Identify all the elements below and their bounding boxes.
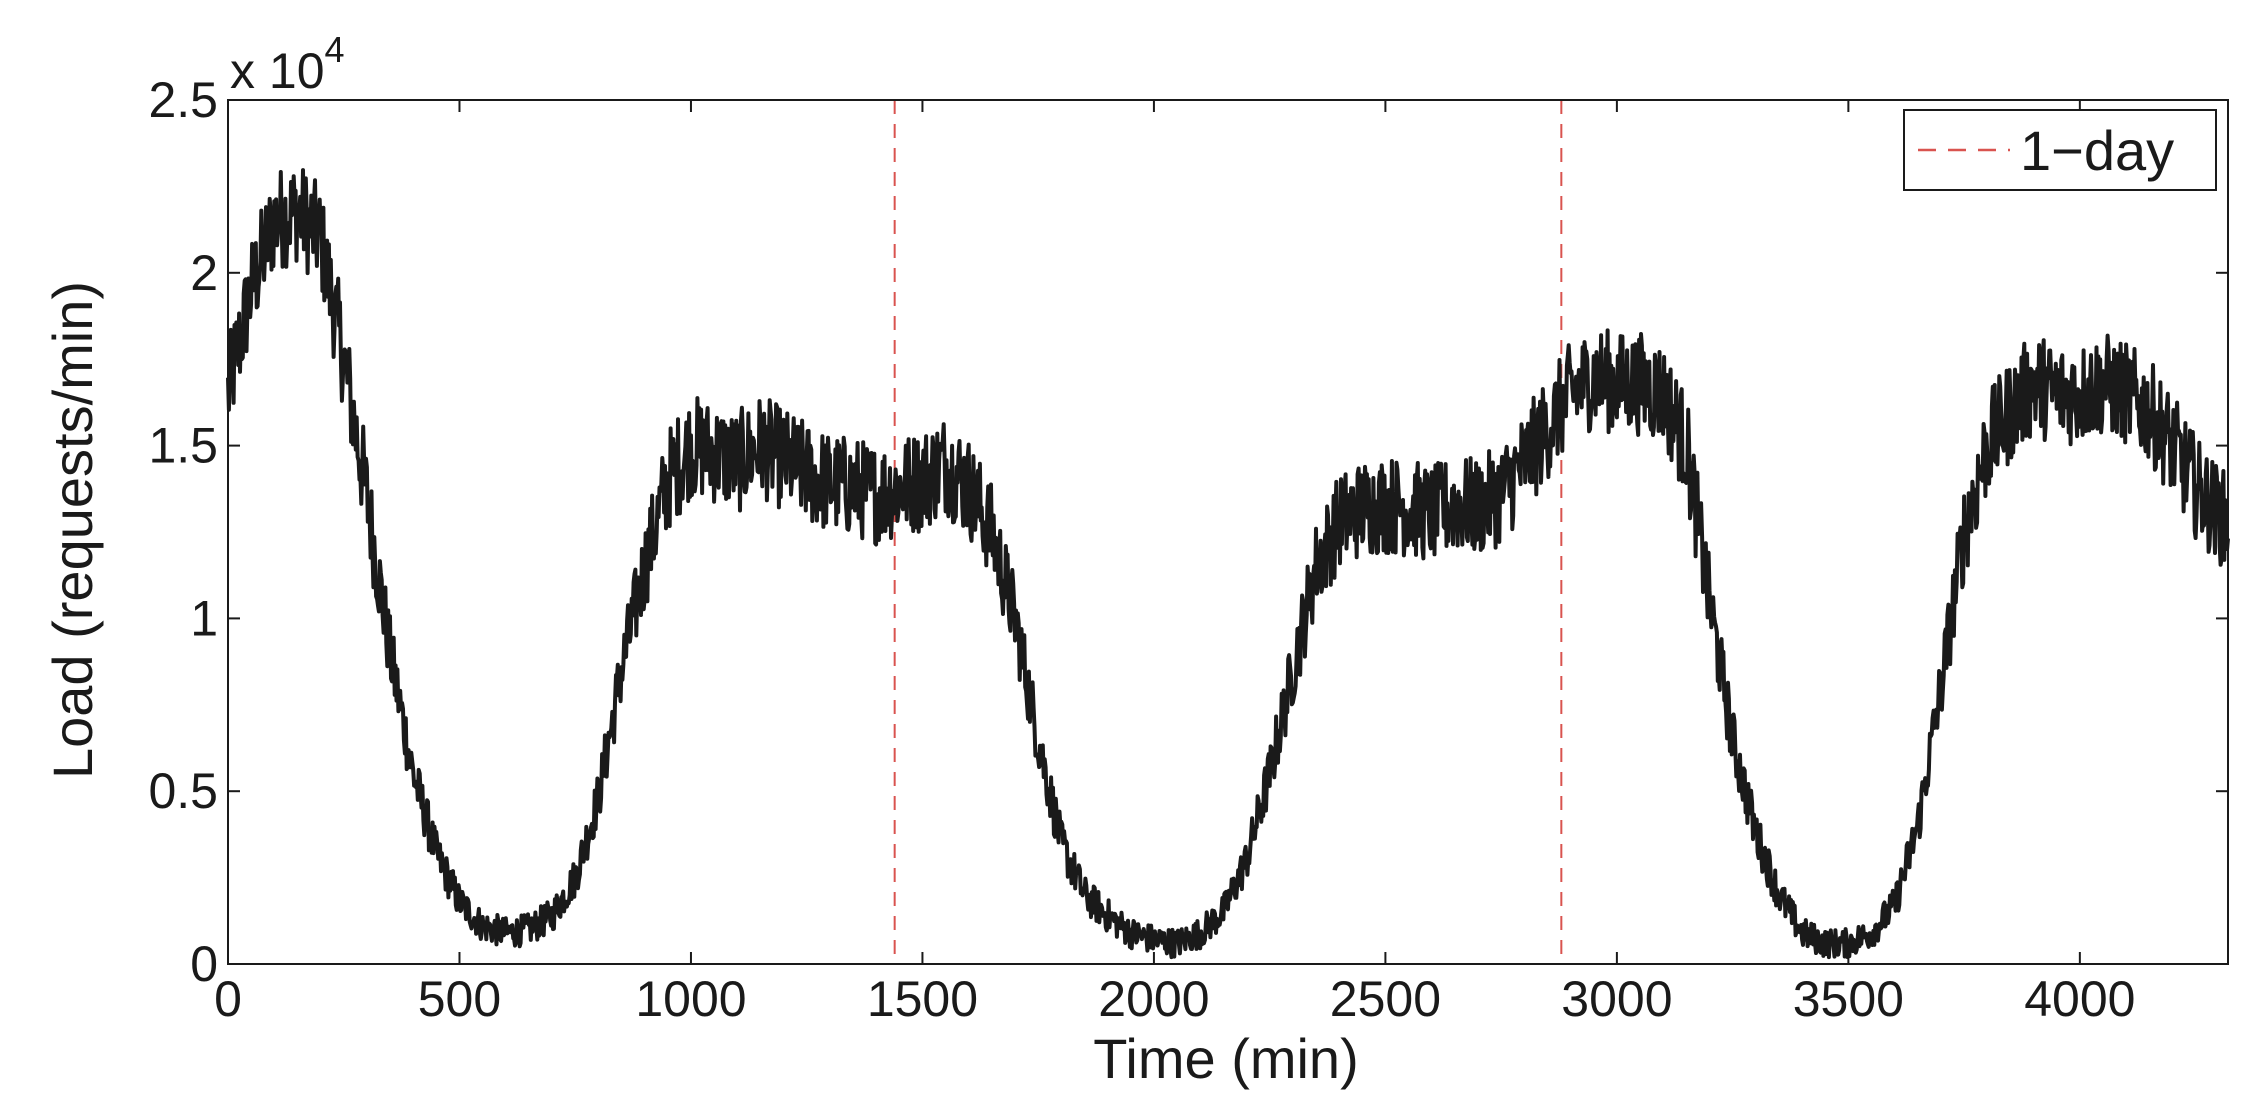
x-axis-label: Time (min) — [1093, 1027, 1358, 1090]
tick-layer: 0 500 1000 1500 2000 2500 3000 3500 4000 0 0.5 1 1.5… — [148, 72, 2228, 1027]
x-tick-label: 1500 — [867, 971, 978, 1027]
y-tick-label: 1.5 — [148, 418, 218, 474]
x-tick-label: 3000 — [1561, 971, 1672, 1027]
y-tick-label: 0 — [190, 936, 218, 992]
plot-frame — [227, 99, 2229, 965]
load-series-line — [226, 168, 2230, 960]
y-exponent-power: 4 — [325, 29, 345, 70]
legend: 1−day — [1903, 109, 2217, 191]
series-layer — [226, 100, 2230, 964]
x-tick-label: 500 — [418, 971, 501, 1027]
x-tick-label: 1000 — [635, 971, 746, 1027]
y-tick-label: 0.5 — [148, 763, 218, 819]
x-tick-label: 0 — [214, 971, 242, 1027]
x-tick-label: 4000 — [2024, 971, 2135, 1027]
y-tick-label: 2.5 — [148, 72, 218, 128]
legend-label-1-day: 1−day — [2020, 119, 2174, 182]
y-axis-exponent: x 104 — [230, 29, 345, 99]
y-tick-label: 1 — [190, 590, 218, 646]
x-tick-label: 3500 — [1793, 971, 1904, 1027]
x-tick-label: 2500 — [1330, 971, 1441, 1027]
y-axis-label: Load (requests/min) — [41, 281, 104, 779]
x-tick-label: 2000 — [1098, 971, 1209, 1027]
y-exponent-base: x 10 — [230, 43, 325, 99]
y-tick-label: 2 — [190, 245, 218, 301]
